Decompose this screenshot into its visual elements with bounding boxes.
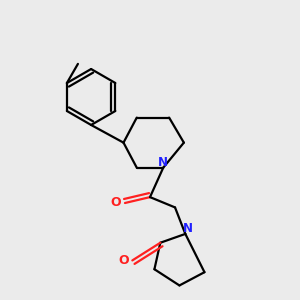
Text: O: O (118, 254, 129, 267)
Text: N: N (158, 156, 168, 169)
Text: O: O (111, 196, 122, 209)
Text: N: N (183, 222, 193, 235)
